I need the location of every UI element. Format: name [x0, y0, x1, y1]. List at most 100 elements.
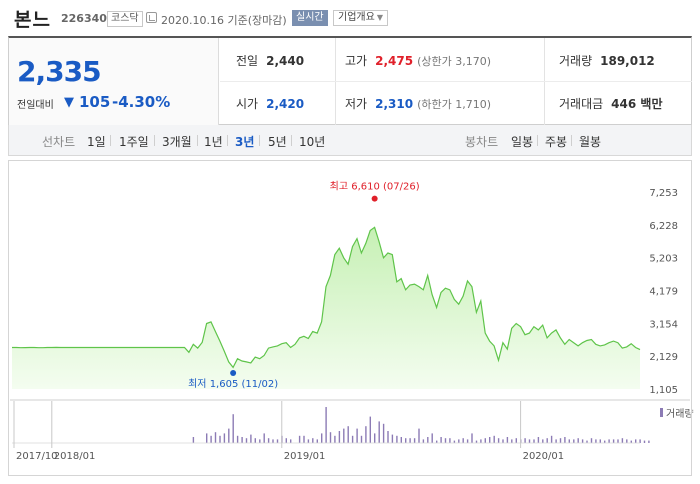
- volume-bar: [418, 428, 420, 443]
- volume-legend-swatch: [660, 408, 663, 417]
- low-label: 저가: [345, 97, 368, 111]
- y-tick-label: 5,203: [649, 254, 678, 265]
- amount-cell: 거래대금 446 백만: [559, 95, 662, 112]
- divider: [110, 135, 111, 146]
- volume-bar: [427, 437, 429, 443]
- volume-bar: [365, 426, 367, 443]
- volume-bar: [400, 437, 402, 443]
- volume-bar: [573, 439, 575, 443]
- company-overview-label: 기업개요: [338, 12, 375, 23]
- volume-bar: [241, 437, 243, 443]
- volume-bar: [608, 439, 610, 443]
- volume-bar: [643, 440, 646, 443]
- volume-bar: [343, 428, 345, 443]
- chart-svg: 7,253 6,228 5,203 4,179 3,154 2,129 1,105 2017…: [10, 181, 694, 462]
- volume-bar: [648, 440, 650, 443]
- volume-bar: [236, 435, 239, 443]
- volume-bar: [254, 438, 256, 443]
- volume-bar: [497, 438, 500, 443]
- down-triangle-icon: ▼: [64, 95, 74, 110]
- x-tick-label: 2019/01: [284, 451, 326, 462]
- volume-bar: [537, 437, 540, 443]
- volume-bar: [471, 433, 473, 443]
- divider: [291, 135, 292, 146]
- high-annotation: 최고 6,610 (07/26): [330, 181, 420, 193]
- volume-bar: [413, 438, 416, 443]
- volume-bar: [480, 439, 482, 443]
- period-1w[interactable]: 1주일: [119, 135, 149, 149]
- realtime-button[interactable]: 실시간: [292, 10, 328, 26]
- volume-bar: [621, 438, 624, 443]
- period-3m[interactable]: 3개월: [162, 135, 192, 149]
- volume-bar: [599, 439, 601, 443]
- volume-bar: [444, 438, 447, 443]
- period-5y[interactable]: 5년: [268, 135, 287, 149]
- volume-bar: [422, 439, 425, 443]
- volume-bar: [405, 438, 407, 443]
- volume-bar: [325, 407, 327, 443]
- volume-bar: [617, 439, 619, 443]
- amount-label: 거래대금: [559, 97, 604, 111]
- volume-bar: [612, 439, 615, 443]
- volume-bar: [555, 439, 557, 443]
- volume-bar: [581, 439, 584, 443]
- upper-limit: (상한가 3,170): [417, 55, 491, 68]
- volume-bar: [524, 438, 526, 443]
- volume-bar: [245, 438, 248, 443]
- chart-frame: [8, 160, 692, 476]
- candle-weekly[interactable]: 주봉: [545, 135, 568, 149]
- volume-bar: [259, 439, 261, 443]
- company-overview-dropdown[interactable]: 기업개요 ▼: [333, 10, 388, 26]
- volume-bar: [192, 437, 195, 443]
- volume-bar: [232, 414, 234, 443]
- period-3y[interactable]: 3년: [235, 135, 255, 149]
- low-annotation: 최저 1,605 (11/02): [188, 378, 278, 390]
- volume-bar: [290, 439, 292, 443]
- volume-bar: [351, 435, 354, 443]
- open-cell: 시가 2,420: [236, 95, 304, 112]
- volume-bar: [210, 435, 212, 443]
- volume-bar: [604, 440, 606, 443]
- divider: [571, 135, 572, 146]
- volume-bar: [542, 439, 544, 443]
- x-tick-label: 2017/10: [16, 451, 58, 462]
- line-chart-label: 선차트: [42, 135, 76, 149]
- volume-bar: [564, 437, 566, 443]
- volume-bar: [440, 437, 442, 443]
- volume-bar: [219, 435, 221, 443]
- low-value: 2,310: [375, 97, 414, 111]
- y-tick-label: 2,129: [649, 352, 678, 363]
- volume-bar: [559, 438, 562, 443]
- period-1d[interactable]: 1일: [87, 135, 106, 149]
- volume-bar: [334, 435, 336, 443]
- stock-header: 본느 226340 코스닥 2020.10.16 기준(장마감) 실시간 기업개…: [0, 0, 700, 36]
- stock-code: 226340: [61, 12, 107, 25]
- y-tick-label: 4,179: [649, 287, 678, 298]
- volume-bar: [506, 437, 509, 443]
- chevron-down-icon: ▼: [376, 13, 383, 22]
- period-10y[interactable]: 10년: [299, 135, 326, 149]
- x-tick-label: 2020/01: [523, 451, 565, 462]
- volume-bar: [502, 439, 504, 443]
- high-value: 2,475: [375, 54, 414, 68]
- volume-bar: [453, 440, 456, 443]
- candle-daily[interactable]: 일봉: [511, 135, 534, 149]
- candle-monthly[interactable]: 월봉: [579, 135, 602, 149]
- period-1y[interactable]: 1년: [204, 135, 223, 149]
- volume-bar: [396, 435, 398, 443]
- volume-bar: [303, 435, 305, 443]
- clock-icon: [146, 12, 157, 23]
- volume-bar: [312, 438, 314, 443]
- volume-bar: [272, 439, 274, 443]
- low-cell: 저가 2,310 (하한가 1,710): [345, 95, 491, 112]
- volume-bar: [338, 431, 341, 443]
- volume-bar: [298, 435, 301, 443]
- divider: [259, 135, 260, 146]
- volume-bar: [285, 438, 287, 443]
- open-label: 시가: [236, 97, 259, 111]
- volume-bar: [228, 428, 230, 443]
- y-tick-label: 6,228: [649, 221, 678, 232]
- open-value: 2,420: [266, 97, 305, 111]
- volume-bar: [250, 434, 252, 443]
- market-badge: 코스닥: [107, 11, 143, 27]
